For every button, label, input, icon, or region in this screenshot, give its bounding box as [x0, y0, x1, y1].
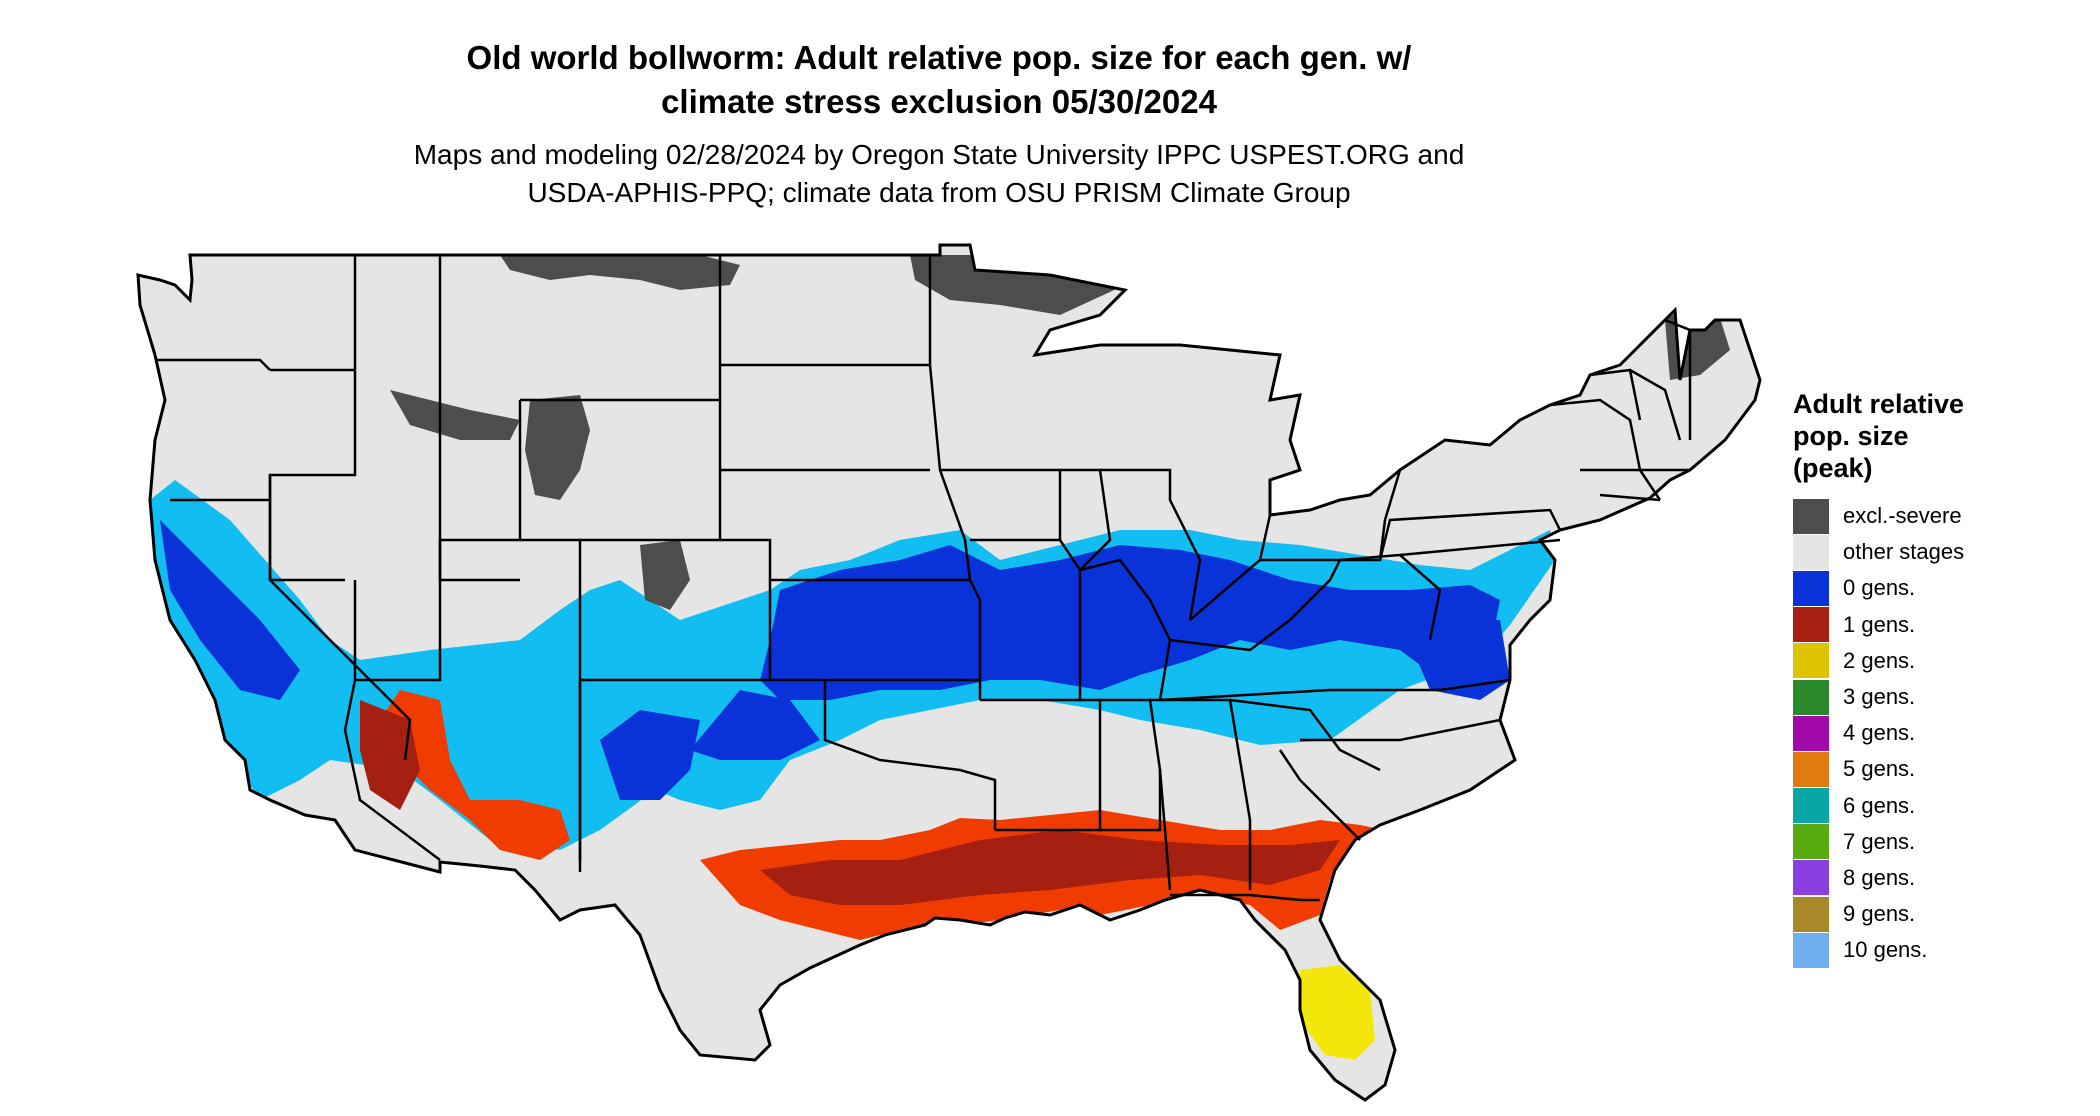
- legend-label: 6 gens.: [1843, 792, 1916, 818]
- legend-item-6-gens: 6 gens.: [1793, 788, 2083, 824]
- population-layer: [150, 255, 1730, 1060]
- legend-label: 8 gens.: [1843, 864, 1916, 890]
- legend-label: 1 gens.: [1843, 611, 1916, 637]
- us-map: [136, 243, 1762, 1102]
- zone-blue-nm: [600, 710, 700, 800]
- legend-swatch: [1793, 824, 1829, 860]
- legend-item-9-gens: 9 gens.: [1793, 896, 2083, 932]
- zone-dark-red-az: [360, 700, 420, 810]
- legend-item-3-gens: 3 gens.: [1793, 679, 2083, 715]
- legend-label: 5 gens.: [1843, 756, 1916, 782]
- zone-yellow-tx: [835, 992, 900, 1050]
- legend-item-10-gens: 10 gens.: [1793, 932, 2083, 968]
- legend-swatch: [1793, 860, 1829, 896]
- legend-label: 2 gens.: [1843, 647, 1916, 673]
- legend-item-0-gens: 0 gens.: [1793, 570, 2083, 606]
- legend-swatch: [1793, 607, 1829, 643]
- legend-item-4-gens: 4 gens.: [1793, 715, 2083, 751]
- legend-label: 4 gens.: [1843, 720, 1916, 746]
- title-line-2: climate stress exclusion 05/30/2024: [661, 83, 1217, 120]
- legend-title-line-2: pop. size: [1793, 421, 1909, 451]
- zone-dark-red: [760, 830, 1340, 905]
- legend-swatch: [1793, 896, 1829, 932]
- legend-title-line-3: (peak): [1793, 453, 1873, 483]
- legend-item-1-gens: 1 gens.: [1793, 607, 2083, 643]
- zone-excluded-co: [640, 540, 690, 610]
- legend-swatch: [1793, 715, 1829, 751]
- legend-label: 10 gens.: [1843, 937, 1928, 963]
- zone-yellow-fl: [1300, 965, 1375, 1060]
- title-line-1: Old world bollworm: Adult relative pop. …: [466, 39, 1412, 76]
- legend-swatch: [1793, 570, 1829, 606]
- legend-label: 9 gens.: [1843, 901, 1916, 927]
- legend-swatch: [1793, 788, 1829, 824]
- zone-blue-west: [160, 520, 300, 700]
- zone-blue: [760, 545, 1500, 700]
- subtitle-line-1: Maps and modeling 02/28/2024 by Oregon S…: [413, 139, 1465, 170]
- legend-item-excluded: excl.-severe: [1793, 498, 2083, 534]
- legend-label: 3 gens.: [1843, 684, 1916, 710]
- zone-excluded-mn: [910, 255, 1125, 315]
- legend-title: Adult relative pop. size (peak): [1793, 388, 2083, 484]
- zone-excluded-wy: [525, 395, 590, 500]
- legend-label: 7 gens.: [1843, 828, 1916, 854]
- legend-label: other stages: [1843, 539, 1965, 565]
- legend-swatch: [1793, 751, 1829, 787]
- legend-item-5-gens: 5 gens.: [1793, 751, 2083, 787]
- legend-swatch: [1793, 534, 1829, 570]
- legend-item-7-gens: 7 gens.: [1793, 824, 2083, 860]
- legend-swatch: [1793, 679, 1829, 715]
- subtitle-line-2: USDA-APHIS-PPQ; climate data from OSU PR…: [527, 177, 1351, 208]
- map-subtitle: Maps and modeling 02/28/2024 by Oregon S…: [0, 136, 1878, 212]
- zone-blue-south: [690, 690, 820, 760]
- legend-swatch: [1793, 643, 1829, 679]
- legend-label: 0 gens.: [1843, 575, 1916, 601]
- legend-swatch: [1793, 932, 1829, 968]
- legend-item-8-gens: 8 gens.: [1793, 860, 2083, 896]
- legend-item-other-stages: other stages: [1793, 534, 2083, 570]
- state-boundaries: [155, 255, 1692, 902]
- map-legend: Adult relative pop. size (peak) excl.-se…: [1793, 388, 2083, 968]
- legend-title-line-1: Adult relative: [1793, 389, 1965, 419]
- zone-excluded-mt: [390, 390, 520, 440]
- legend-swatch: [1793, 498, 1829, 534]
- map-title: Old world bollworm: Adult relative pop. …: [0, 36, 1878, 124]
- zone-blue-east: [1400, 620, 1510, 700]
- legend-item-2-gens: 2 gens.: [1793, 643, 2083, 679]
- zone-orange-az: [380, 690, 570, 860]
- zone-excluded-nd: [500, 255, 740, 290]
- legend-label: excl.-severe: [1843, 503, 1962, 529]
